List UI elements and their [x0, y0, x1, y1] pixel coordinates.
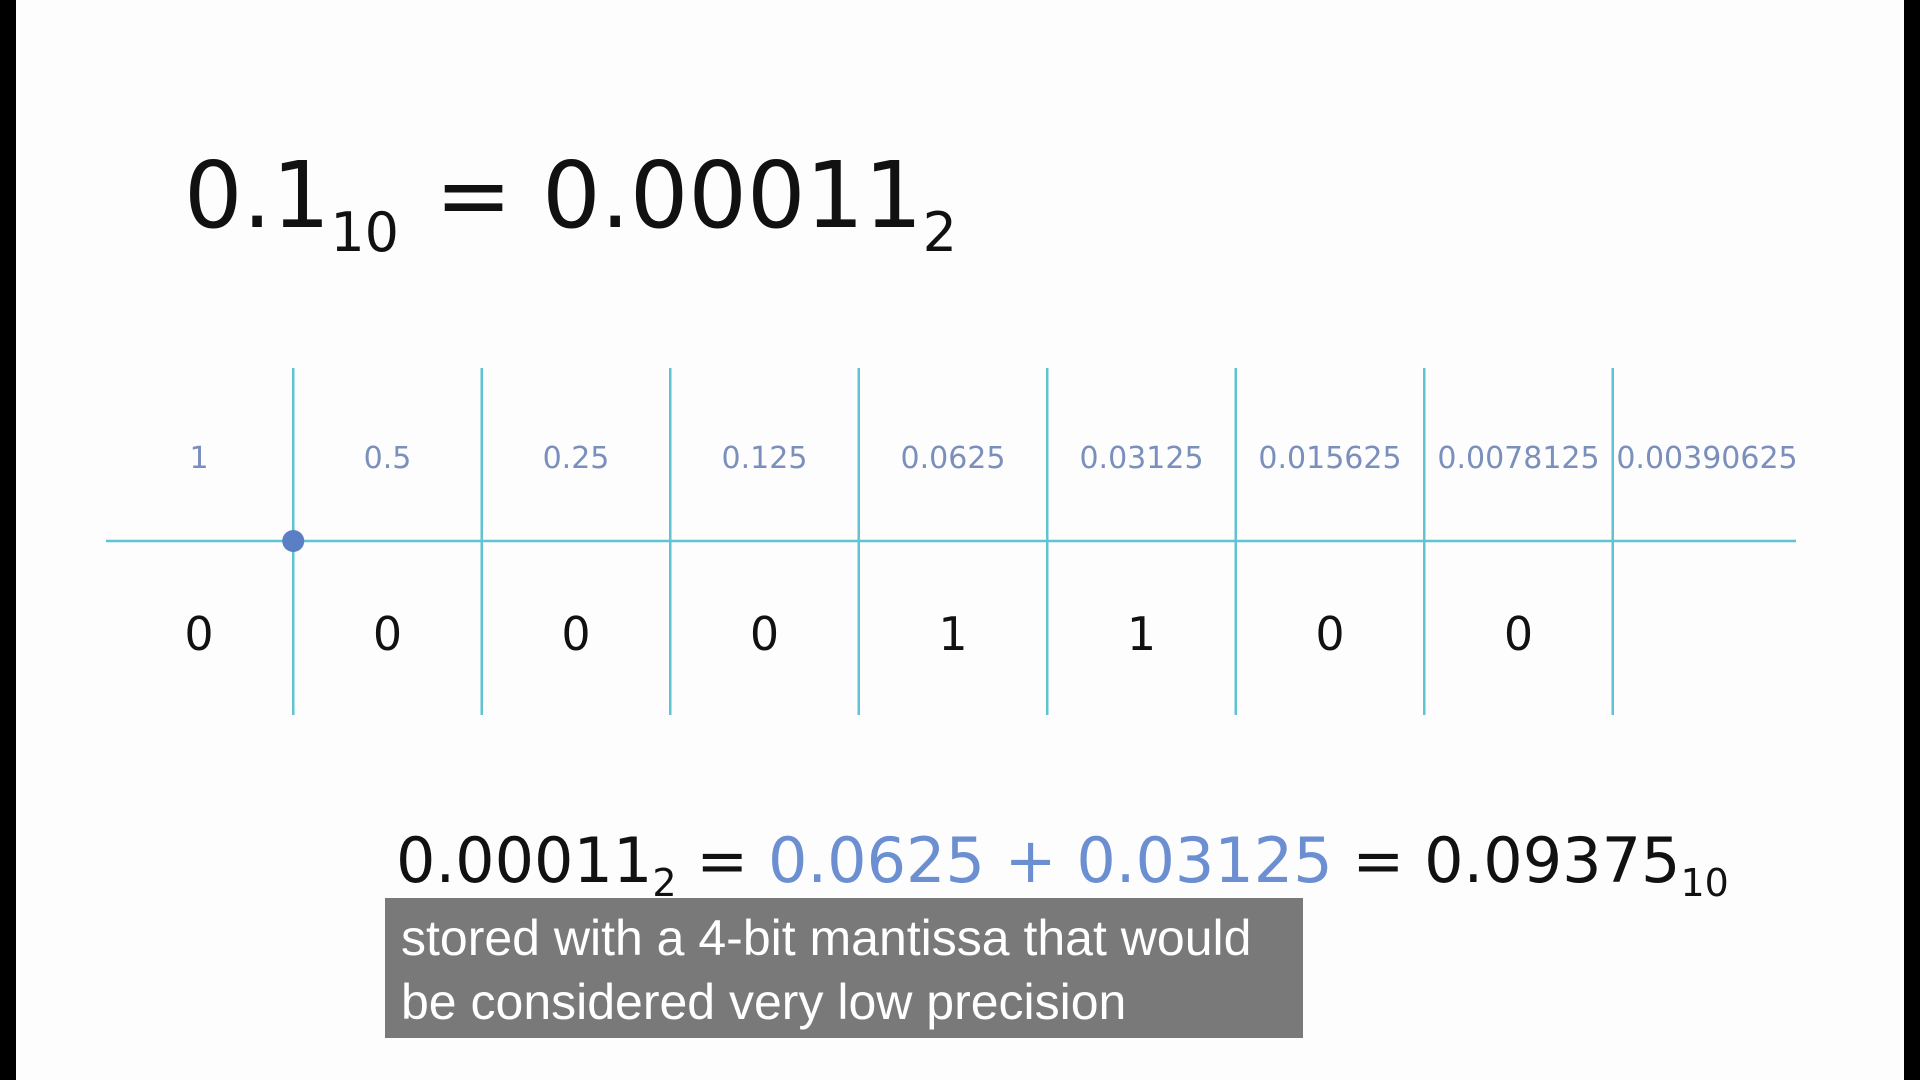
headline-right-value: 0.00011: [542, 142, 923, 249]
formula-binary-base: 2: [652, 861, 677, 905]
place-value-label: 0.125: [722, 441, 808, 476]
formula-binary-value: 0.00011: [396, 824, 653, 897]
headline-right-base: 2: [922, 201, 957, 264]
bit-digit: 1: [938, 607, 967, 661]
formula-result-value: 0.09375: [1424, 824, 1681, 897]
place-value-label: 0.015625: [1258, 441, 1401, 476]
bit-digit: 0: [561, 607, 590, 661]
place-value-label: 0.03125: [1079, 441, 1203, 476]
subtitle-caption: stored with a 4-bit mantissa that would …: [385, 898, 1303, 1038]
radix-point-marker: [282, 530, 305, 552]
sum-formula: 0.000112 = 0.0625 + 0.03125 = 0.0937510: [396, 830, 1729, 903]
place-value-label: 0.25: [543, 441, 610, 476]
caption-line-1: stored with a 4-bit mantissa that would: [401, 910, 1252, 966]
bit-digit: 0: [750, 607, 779, 661]
place-value-label: 0.5: [364, 441, 412, 476]
headline-left-value: 0.1: [184, 142, 331, 249]
headline-left-base: 10: [330, 201, 400, 264]
formula-equals-sign-1: =: [696, 824, 749, 897]
place-value-label: 0.0625: [901, 441, 1006, 476]
bit-digit: 0: [184, 607, 213, 661]
bit-digit: 0: [1315, 607, 1344, 661]
headline-equation: 0.110 = 0.000112: [184, 150, 957, 260]
formula-equals-sign-2: =: [1352, 824, 1405, 897]
place-value-table: 1 0.5 0.25 0.125 0.0625 0.03125 0.015625 0.0078…: [106, 368, 1798, 715]
formula-plus-sign: +: [1004, 824, 1057, 897]
bit-digit: 0: [1504, 607, 1533, 661]
headline-equals-sign: =: [435, 142, 513, 249]
bit-digit: 0: [373, 607, 402, 661]
place-value-label: 0.00390625: [1616, 441, 1797, 476]
caption-line-2: be considered very low precision: [401, 974, 1127, 1030]
formula-term-1: 0.0625: [767, 824, 985, 897]
place-value-label: 0.0078125: [1437, 441, 1599, 476]
bit-digit: 1: [1127, 607, 1156, 661]
formula-result-base: 10: [1680, 861, 1729, 905]
formula-term-2: 0.03125: [1076, 824, 1333, 897]
place-value-label: 1: [189, 441, 208, 476]
